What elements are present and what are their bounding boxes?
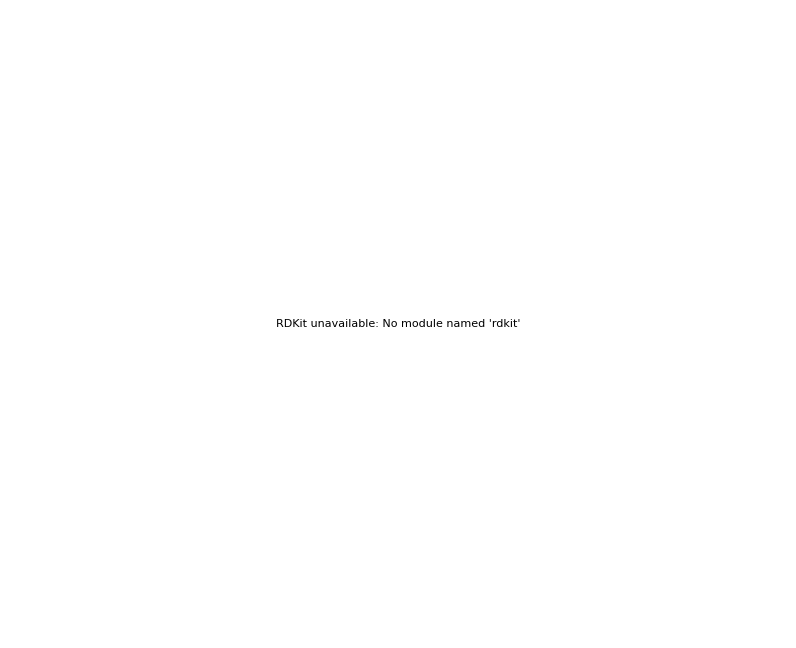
Text: RDKit unavailable: No module named 'rdkit': RDKit unavailable: No module named 'rdki… [275,319,521,329]
